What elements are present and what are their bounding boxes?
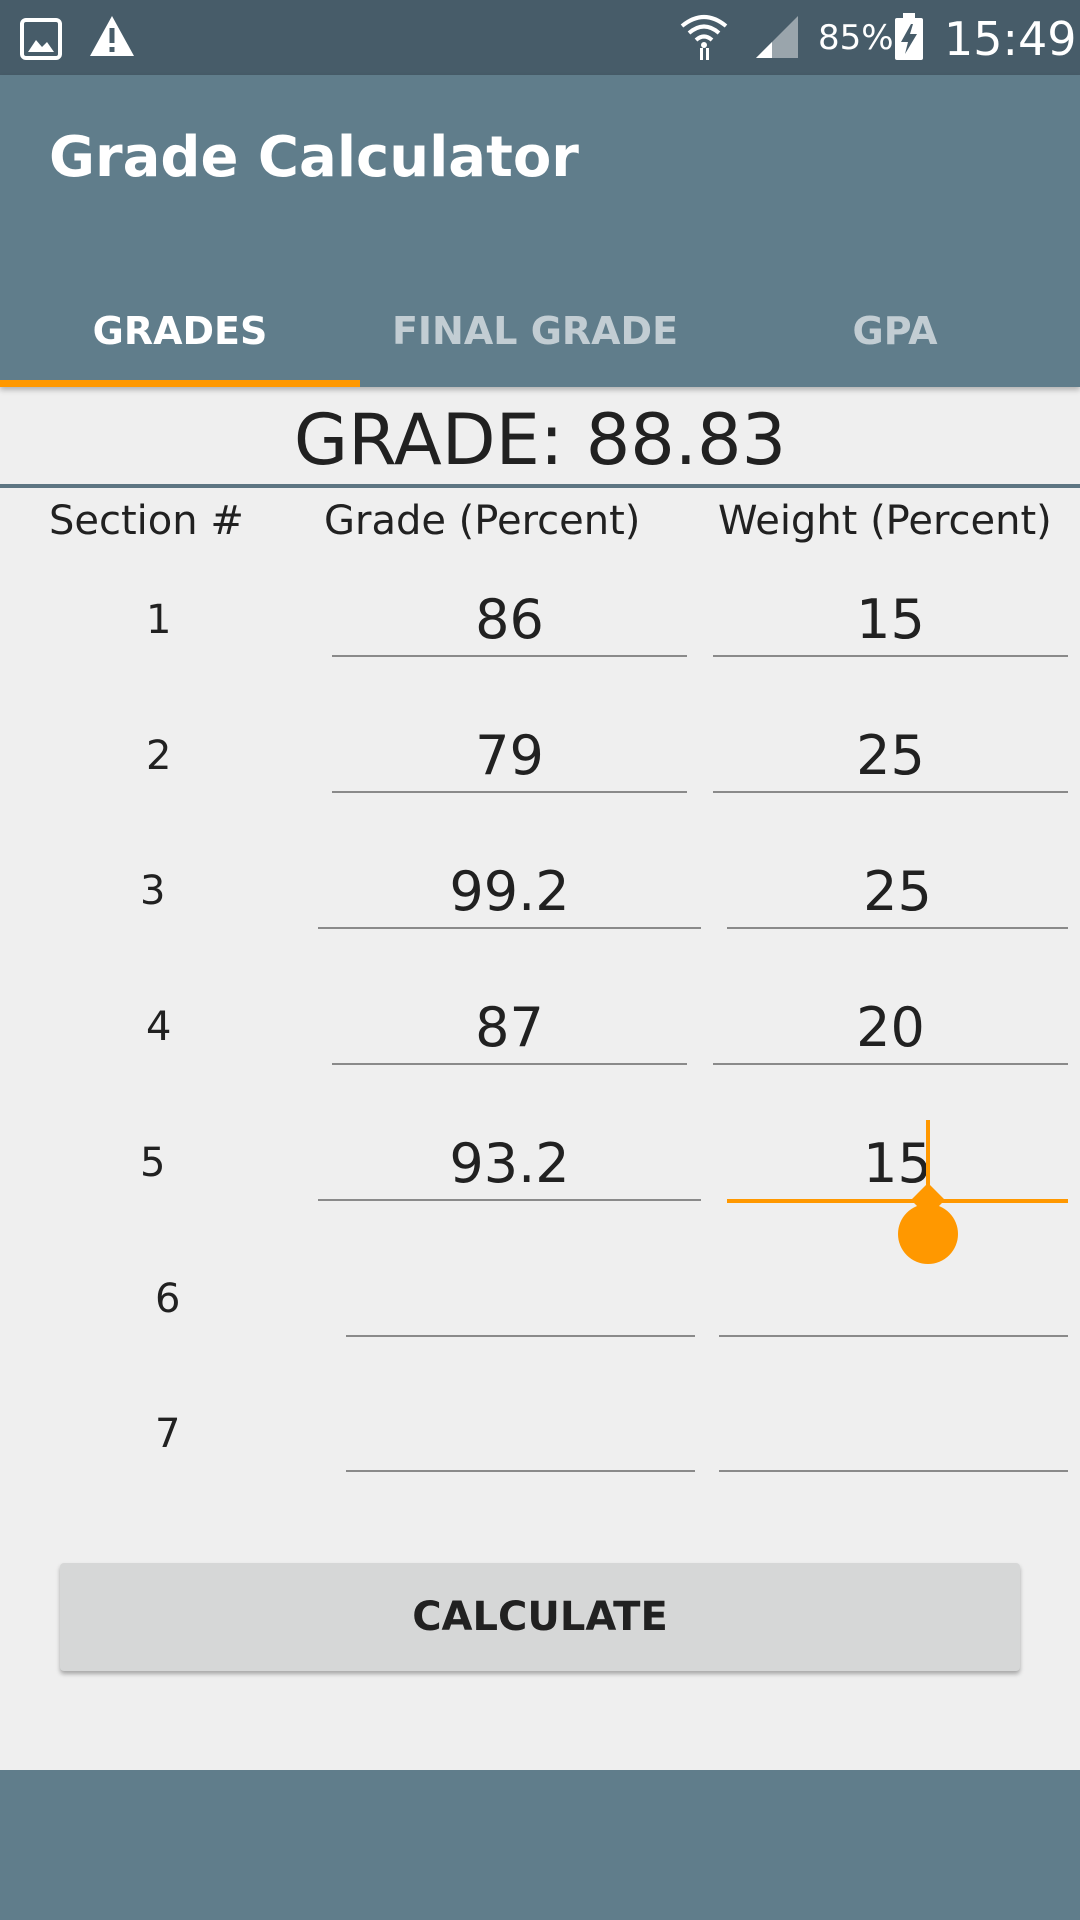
calculate-button[interactable]: CALCULATE bbox=[60, 1563, 1020, 1671]
weight-input[interactable]: 25 bbox=[713, 721, 1068, 793]
grade-input[interactable] bbox=[346, 1400, 695, 1472]
cursor-handle[interactable] bbox=[898, 1204, 958, 1264]
section-number: 4 bbox=[146, 1004, 172, 1050]
text-cursor bbox=[926, 1120, 930, 1200]
section-number: 2 bbox=[146, 733, 172, 779]
tab-label: GRADES bbox=[92, 309, 268, 353]
grade-result: GRADE: 88.83 bbox=[293, 399, 787, 481]
grade-input[interactable]: 79 bbox=[332, 721, 687, 793]
tab-indicator bbox=[0, 380, 360, 387]
section-number: 5 bbox=[140, 1140, 166, 1186]
tab-label: FINAL GRADE bbox=[391, 309, 679, 353]
section-number: 6 bbox=[155, 1276, 181, 1322]
grade-input[interactable]: 87 bbox=[332, 993, 687, 1065]
section-number: 1 bbox=[146, 597, 172, 643]
tab-final-grade[interactable]: FINAL GRADE bbox=[360, 275, 710, 387]
section-number: 3 bbox=[140, 868, 166, 914]
weight-input-focused[interactable]: 15 bbox=[727, 1129, 1068, 1203]
divider bbox=[0, 484, 1080, 488]
app-bar: Grade Calculator GRADES FINAL GRADE GPA bbox=[0, 75, 1080, 387]
weight-header: Weight (Percent) bbox=[718, 498, 1052, 544]
section-number: 7 bbox=[155, 1411, 181, 1457]
status-bar: 85% 15:49 bbox=[0, 0, 1080, 75]
clock: 15:49 bbox=[944, 12, 1077, 66]
grade-header: Grade (Percent) bbox=[324, 498, 641, 544]
weight-input[interactable]: 20 bbox=[713, 993, 1068, 1065]
grade-input[interactable] bbox=[346, 1265, 695, 1337]
grade-input[interactable]: 99.2 bbox=[318, 857, 701, 929]
weight-input[interactable] bbox=[719, 1265, 1068, 1337]
tab-label: GPA bbox=[852, 309, 938, 353]
warning-icon bbox=[90, 16, 134, 56]
signal-icon bbox=[756, 16, 798, 58]
weight-input[interactable]: 25 bbox=[727, 857, 1068, 929]
battery-percent: 85% bbox=[818, 18, 894, 58]
gallery-icon bbox=[20, 18, 62, 60]
app-title: Grade Calculator bbox=[49, 125, 579, 190]
weight-input[interactable] bbox=[719, 1400, 1068, 1472]
calculate-label: CALCULATE bbox=[412, 1594, 668, 1640]
weight-input[interactable]: 15 bbox=[713, 585, 1068, 657]
section-header: Section # bbox=[49, 498, 244, 544]
grade-input[interactable]: 86 bbox=[332, 585, 687, 657]
bottom-panel bbox=[0, 1770, 1080, 1920]
tab-gpa[interactable]: GPA bbox=[710, 275, 1080, 387]
wifi-icon bbox=[680, 15, 728, 60]
battery-charging-icon bbox=[895, 13, 923, 60]
grade-input[interactable]: 93.2 bbox=[318, 1129, 701, 1201]
tab-grades[interactable]: GRADES bbox=[0, 275, 360, 387]
